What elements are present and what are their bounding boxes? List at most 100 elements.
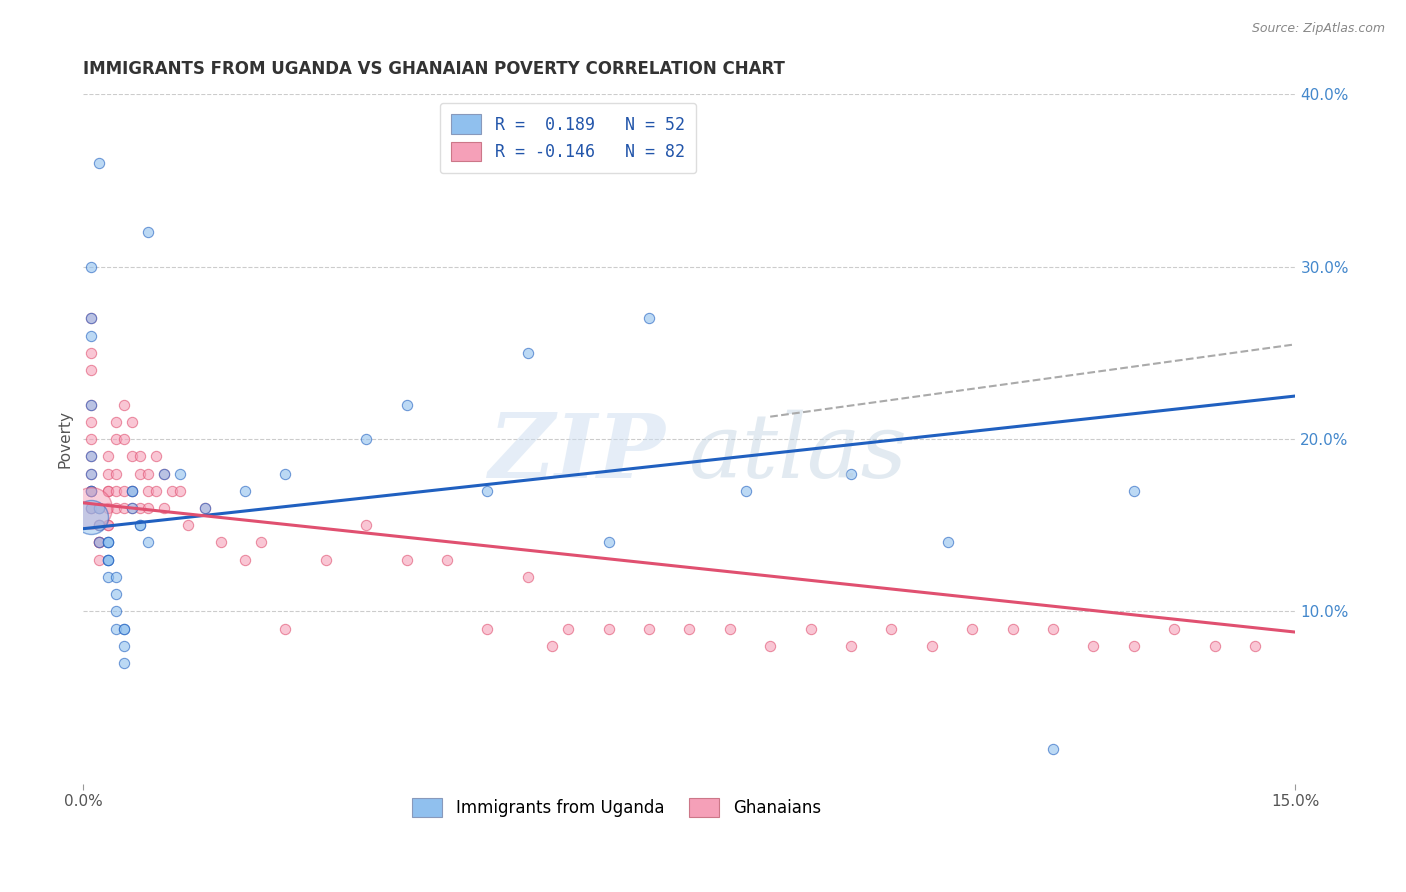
Point	[89, 535, 111, 549]
Point	[80, 415, 103, 429]
Point	[80, 260, 103, 274]
Point	[516, 346, 538, 360]
Point	[678, 622, 700, 636]
Point	[145, 450, 167, 464]
Point	[96, 483, 118, 498]
Point	[89, 501, 111, 516]
Point	[1122, 639, 1144, 653]
Point	[839, 467, 862, 481]
Point	[96, 552, 118, 566]
Point	[477, 483, 499, 498]
Point	[718, 622, 741, 636]
Point	[233, 483, 256, 498]
Point	[1163, 622, 1185, 636]
Point	[80, 346, 103, 360]
Point	[80, 311, 103, 326]
Point	[759, 639, 782, 653]
Point	[80, 483, 103, 498]
Point	[96, 483, 118, 498]
Point	[89, 518, 111, 533]
Point	[96, 535, 118, 549]
Y-axis label: Poverty: Poverty	[58, 410, 72, 468]
Point	[121, 501, 143, 516]
Point	[89, 518, 111, 533]
Point	[315, 552, 337, 566]
Point	[1001, 622, 1024, 636]
Point	[89, 535, 111, 549]
Point	[96, 467, 118, 481]
Point	[598, 622, 620, 636]
Point	[80, 467, 103, 481]
Point	[960, 622, 983, 636]
Point	[104, 483, 127, 498]
Point	[96, 570, 118, 584]
Point	[274, 467, 297, 481]
Point	[354, 518, 377, 533]
Point	[1042, 742, 1064, 756]
Point	[89, 501, 111, 516]
Point	[1083, 639, 1105, 653]
Point	[121, 450, 143, 464]
Point	[800, 622, 823, 636]
Point	[136, 467, 159, 481]
Point	[89, 552, 111, 566]
Point	[80, 483, 103, 498]
Point	[128, 518, 150, 533]
Point	[96, 518, 118, 533]
Point	[104, 587, 127, 601]
Point	[395, 552, 418, 566]
Point	[177, 518, 200, 533]
Point	[89, 535, 111, 549]
Legend: Immigrants from Uganda, Ghanaians: Immigrants from Uganda, Ghanaians	[406, 791, 828, 823]
Point	[96, 535, 118, 549]
Point	[89, 518, 111, 533]
Point	[128, 450, 150, 464]
Point	[516, 570, 538, 584]
Point	[80, 450, 103, 464]
Point	[1122, 483, 1144, 498]
Point	[169, 483, 191, 498]
Point	[153, 467, 176, 481]
Point	[80, 501, 103, 516]
Text: IMMIGRANTS FROM UGANDA VS GHANAIAN POVERTY CORRELATION CHART: IMMIGRANTS FROM UGANDA VS GHANAIAN POVER…	[83, 60, 785, 78]
Point	[128, 467, 150, 481]
Point	[96, 552, 118, 566]
Point	[121, 483, 143, 498]
Point	[96, 518, 118, 533]
Point	[89, 156, 111, 170]
Point	[233, 552, 256, 566]
Point	[80, 501, 103, 516]
Point	[921, 639, 943, 653]
Point	[112, 501, 135, 516]
Point	[153, 501, 176, 516]
Point	[80, 467, 103, 481]
Point	[477, 622, 499, 636]
Point	[169, 467, 191, 481]
Point	[160, 483, 183, 498]
Point	[121, 501, 143, 516]
Text: atlas: atlas	[689, 409, 908, 496]
Point	[104, 467, 127, 481]
Point	[1042, 622, 1064, 636]
Point	[96, 535, 118, 549]
Point	[112, 398, 135, 412]
Point	[136, 535, 159, 549]
Point	[598, 535, 620, 549]
Point	[112, 432, 135, 446]
Point	[80, 398, 103, 412]
Point	[96, 501, 118, 516]
Point	[250, 535, 273, 549]
Point	[104, 501, 127, 516]
Point	[80, 450, 103, 464]
Point	[96, 552, 118, 566]
Point	[104, 570, 127, 584]
Point	[354, 432, 377, 446]
Point	[1204, 639, 1226, 653]
Point	[80, 501, 103, 516]
Point	[128, 518, 150, 533]
Point	[274, 622, 297, 636]
Point	[121, 483, 143, 498]
Point	[80, 311, 103, 326]
Point	[1244, 639, 1267, 653]
Point	[104, 604, 127, 618]
